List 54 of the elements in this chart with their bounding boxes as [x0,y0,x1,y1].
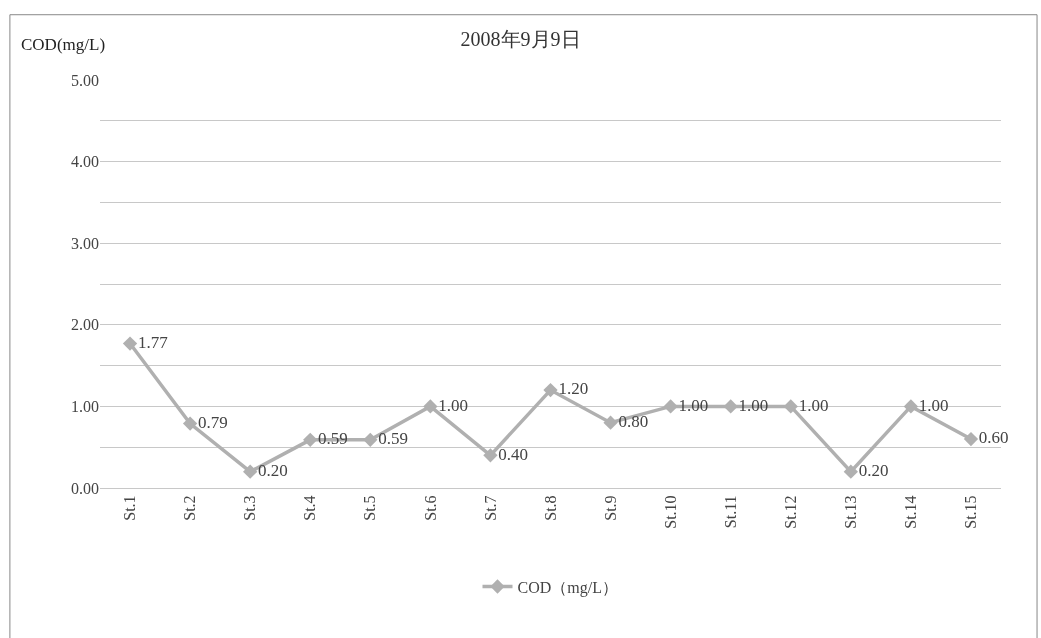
data-label: 0.80 [618,411,649,431]
data-label: 1.00 [918,395,949,415]
x-tick-label: St.9 [601,495,619,521]
y-tick-label: 1.00 [71,398,99,415]
x-tick-label: St.1 [121,495,139,521]
point [363,432,378,448]
x-tick-label: St.11 [721,495,739,529]
chart-title: 2008年9月9日 [460,27,581,50]
point [182,416,198,431]
x-tick-label: St.12 [781,495,799,529]
point [483,448,498,463]
data-label: 0.40 [498,444,529,464]
data-label: 0.59 [318,429,348,449]
data-label: 0.79 [197,412,228,432]
point [723,399,738,414]
point [603,415,618,430]
y-axis-title: COD(mg/L) [21,35,106,54]
data-label: 1.00 [678,395,709,415]
point [783,399,798,414]
point [122,336,138,351]
y-tick-label: 2.00 [71,316,99,334]
x-tick-label: St.5 [361,495,379,521]
data-label: 1.00 [798,395,829,415]
y-tick-label: 0.00 [71,479,99,497]
x-tick-label: St.6 [421,495,439,521]
x-tick-label: St.4 [301,495,319,521]
data-label: 0.59 [378,429,408,449]
point [963,431,979,447]
data-label: 0.60 [978,428,1009,448]
y-tick-label: 5.00 [71,71,99,89]
x-tick-label: St.14 [902,495,920,529]
x-tick-label: St.8 [541,495,559,521]
point [663,399,678,414]
x-tick-label: St.2 [181,495,199,521]
data-label: 1.00 [738,395,769,415]
point [903,399,919,414]
point [303,432,318,448]
x-tick-label: St.7 [481,495,499,521]
x-tick-label: St.10 [661,495,679,529]
point [843,464,858,479]
x-tick-label: St.13 [842,495,860,529]
x-tick-label: St.15 [962,495,980,529]
data-label: 0.20 [258,460,288,480]
data-label: 0.20 [858,460,889,480]
data-label: 1.77 [137,332,169,352]
point [423,399,438,414]
point [243,464,258,479]
legend-label: COD（mg/L） [517,578,618,597]
y-tick-label: 4.00 [71,153,99,171]
x-tick-label: St.3 [241,495,259,521]
data-label: 1.20 [558,379,589,399]
point [543,382,558,398]
y-tick-label: 3.00 [71,234,99,252]
data-label: 1.00 [438,395,468,415]
